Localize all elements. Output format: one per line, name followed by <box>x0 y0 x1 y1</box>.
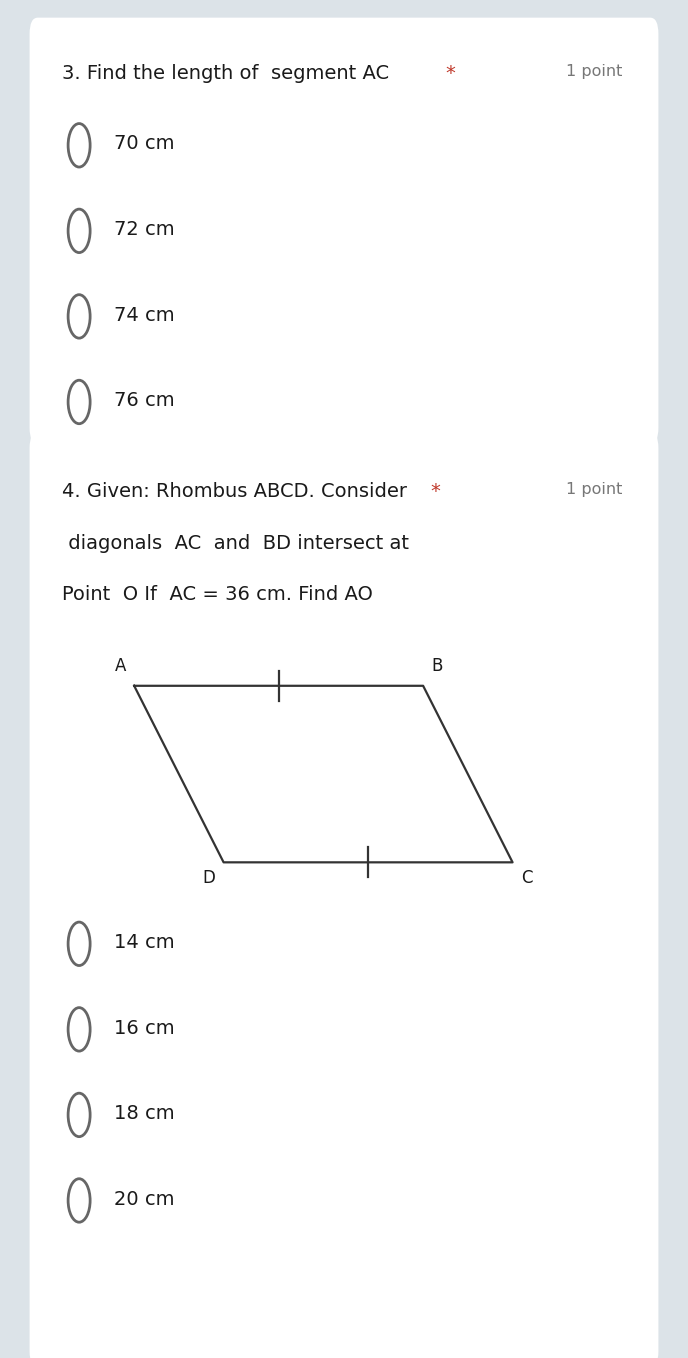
Text: *: * <box>446 64 455 83</box>
Text: 4. Given: Rhombus ABCD. Consider: 4. Given: Rhombus ABCD. Consider <box>62 482 407 501</box>
Text: 74 cm: 74 cm <box>114 306 174 325</box>
Text: diagonals  AC  and  BD intersect at: diagonals AC and BD intersect at <box>62 534 409 553</box>
Text: 1 point: 1 point <box>566 482 623 497</box>
Text: 1 point: 1 point <box>566 64 623 79</box>
Text: 16 cm: 16 cm <box>114 1018 174 1038</box>
Text: 70 cm: 70 cm <box>114 134 174 153</box>
FancyBboxPatch shape <box>30 18 658 444</box>
Text: Point  O If  AC = 36 cm. Find AO: Point O If AC = 36 cm. Find AO <box>62 585 373 604</box>
Text: 76 cm: 76 cm <box>114 391 174 410</box>
Text: *: * <box>430 482 440 501</box>
Text: 14 cm: 14 cm <box>114 933 174 952</box>
Text: 18 cm: 18 cm <box>114 1104 174 1123</box>
Text: 72 cm: 72 cm <box>114 220 174 239</box>
Text: 3. Find the length of  segment AC: 3. Find the length of segment AC <box>62 64 389 83</box>
Text: C: C <box>521 869 533 887</box>
Text: 20 cm: 20 cm <box>114 1190 174 1209</box>
Text: D: D <box>202 869 215 887</box>
Text: A: A <box>114 657 126 675</box>
FancyBboxPatch shape <box>30 432 658 1358</box>
Text: B: B <box>431 657 443 675</box>
